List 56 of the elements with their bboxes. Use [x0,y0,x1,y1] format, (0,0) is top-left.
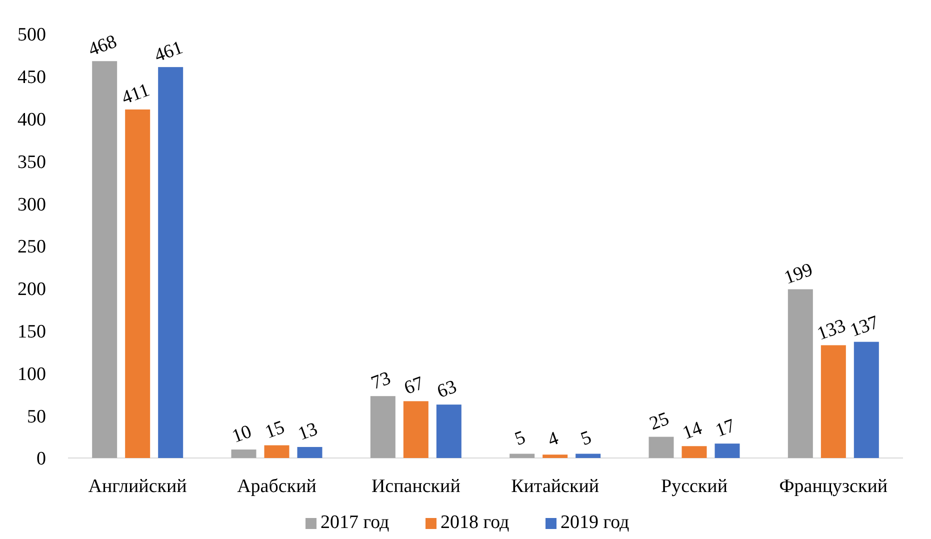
x-tick-label: Китайский [511,476,600,497]
data-label: 25 [646,408,672,435]
data-label: 137 [848,312,882,342]
y-tick-label: 450 [18,67,46,88]
bar [125,109,150,458]
data-label: 15 [262,416,288,444]
bar [403,401,428,458]
bar [264,445,290,458]
y-tick-label: 0 [36,448,46,470]
x-tick-label: Английский [88,476,187,497]
data-label: 63 [434,376,460,403]
data-label: 5 [578,427,594,450]
data-label: 13 [295,418,320,445]
bar [92,61,118,458]
x-tick-label: Испанский [371,476,460,497]
bar [820,345,846,458]
bar [542,454,568,458]
data-label: 73 [368,368,394,394]
bar [158,67,184,458]
y-tick-label: 300 [18,194,46,216]
x-tick-label: Арабский [237,476,316,497]
data-label: 461 [152,37,186,67]
data-label: 4 [545,428,562,451]
legend-label: 2019 год [560,512,630,533]
bar [788,289,813,458]
bar [576,454,601,458]
bar [370,396,396,458]
bar [682,446,707,458]
data-label: 199 [782,259,816,289]
x-tick-label: Французский [779,476,888,497]
data-label: 14 [680,418,706,444]
bar [648,436,674,458]
y-tick-label: 150 [18,321,46,342]
data-label: 17 [712,415,738,442]
bar [854,342,879,458]
data-label: 411 [119,80,152,109]
y-tick-label: 400 [18,109,46,130]
y-tick-label: 500 [18,24,46,46]
bar [297,446,322,458]
y-tick-label: 200 [18,279,46,300]
data-label: 133 [814,315,849,345]
data-label: 5 [512,427,528,450]
data-label: 10 [229,421,254,448]
y-tick-label: 50 [27,406,46,428]
legend-label: 2018 год [440,512,510,533]
legend-label: 2017 год [320,512,390,533]
data-label: 67 [402,372,427,400]
bar [436,404,462,458]
bar [714,444,740,458]
bar [510,454,535,458]
y-tick-label: 350 [18,152,46,173]
y-tick-label: 250 [18,236,46,258]
y-tick-label: 100 [18,364,46,385]
bar [231,450,256,458]
data-label: 468 [86,31,120,61]
x-tick-label: Русский [661,476,728,497]
